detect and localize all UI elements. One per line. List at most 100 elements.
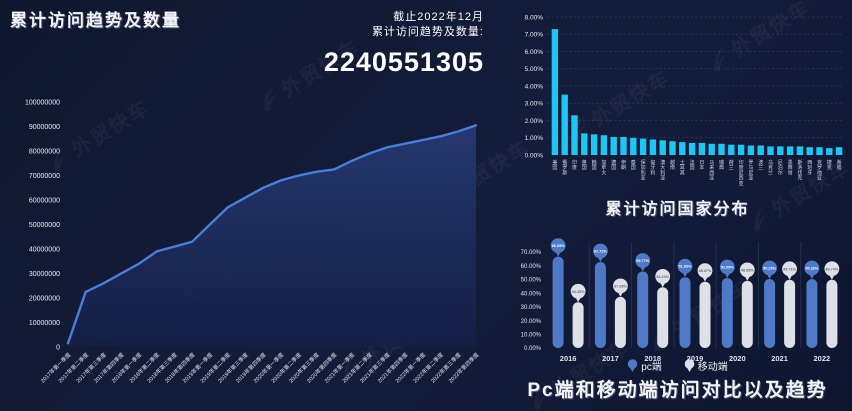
country-bar — [561, 94, 568, 155]
country-bar — [620, 136, 627, 155]
balloon-icon-pc — [627, 358, 638, 372]
country-label: 加拿大 — [601, 159, 606, 176]
country-label: 法国 — [690, 159, 695, 171]
legend-item-pc[interactable]: pc端 — [627, 358, 662, 373]
mobile-bar — [699, 281, 711, 348]
country-label: 俄罗斯 — [562, 159, 567, 176]
country-bar — [630, 137, 637, 156]
trend-x-tick: 2021年第四季度 — [376, 350, 410, 384]
legend-item-mobile[interactable]: 移动端 — [684, 358, 728, 373]
trend-y-tick: 70000000 — [29, 173, 60, 180]
trend-panel: 累计访问趋势及数量 截止2022年12月 累计访问趋势及数量: 22405513… — [10, 10, 484, 385]
mobile-bar — [784, 279, 796, 348]
trend-x-tick: 2020年第三季度 — [287, 350, 321, 384]
country-bar — [767, 146, 774, 155]
countries-title: 累计访问国家分布 — [605, 201, 750, 218]
asof-block: 截止2022年12月 累计访问趋势及数量: 2240551305 — [300, 10, 484, 78]
trend-x-tick: 2021年第三季度 — [358, 350, 392, 384]
trend-x-tick: 2017年第三季度 — [74, 350, 108, 384]
pcmobile-y-tick: 50.00% — [521, 278, 542, 284]
trend-x-tick: 2019年第一季度 — [181, 350, 215, 384]
trend-y-tick: 40000000 — [29, 247, 60, 254]
year-label: 2020 — [729, 354, 746, 363]
total-visits-number: 2240551305 — [323, 47, 484, 77]
right-panel: 0.00% 1.00% 2.00% 3.00% 4.00% 5.00% 6.00% 7.00%… — [503, 0, 852, 411]
balloon-value: 44.23% — [656, 275, 670, 279]
trend-x-tick: 2022年第二季度 — [411, 350, 445, 384]
pc-mobile-title: Pc端和移动端访问对比以及趋势 — [527, 380, 828, 401]
trend-y-tick: 10000000 — [29, 320, 60, 327]
country-bar — [610, 136, 617, 155]
year-label: 2019 — [687, 354, 704, 363]
balloon-bubble — [593, 243, 608, 259]
trend-y-tick: 20000000 — [29, 296, 60, 303]
country-label: 日本 — [699, 160, 704, 171]
country-bar — [826, 148, 833, 155]
country-bar — [786, 146, 794, 155]
asof-date: 截止2022年12月 — [393, 11, 484, 23]
countries-y-tick: 1.00% — [525, 135, 544, 142]
balloon-value: 48.37% — [699, 269, 713, 273]
country-label: 斯洛伐克 — [797, 159, 802, 182]
balloon-bubble — [739, 262, 755, 278]
pc-bar — [637, 271, 649, 348]
pcmobile-y-tick: 40.00% — [521, 291, 542, 297]
trend-x-tick: 2020年第一季度 — [252, 350, 286, 384]
balloon-bubble — [635, 253, 651, 268]
pcmobile-y-tick: 10.00% — [521, 332, 542, 338]
year-label: 2021 — [771, 354, 788, 363]
trend-y-tick: 60000000 — [29, 198, 60, 205]
countries-y-tick: 4.00% — [525, 83, 544, 90]
trend-x-tick: 2019年第四季度 — [234, 350, 268, 384]
country-bar — [590, 134, 598, 155]
balloon-value: 49.71% — [783, 267, 797, 271]
pc-bar — [721, 278, 733, 348]
balloon-value: 51.63% — [679, 265, 693, 269]
country-label: 英国 — [582, 159, 587, 171]
trend-y-tick: 0 — [56, 345, 60, 352]
country-label: 伊朗 — [621, 159, 626, 171]
trend-x-tick: 2018年第二季度 — [127, 350, 161, 384]
pc-mobile-chart: 0.00% 10.00% 20.00% 30.00% 40.00% 50.00% 60.00… — [521, 238, 840, 363]
country-bar — [688, 142, 696, 155]
pc-bar — [679, 277, 691, 348]
trend-area — [68, 125, 476, 347]
country-bar — [728, 144, 735, 155]
legend-label-mobile: 移动端 — [697, 362, 728, 373]
country-label: 捷克 — [827, 159, 832, 171]
trend-y-tick: 30000000 — [29, 271, 60, 278]
trend-x-tick: 2022年第四季度 — [447, 350, 481, 384]
year-label: 2022 — [814, 354, 831, 363]
country-bar — [551, 29, 559, 156]
mobile-bar — [572, 302, 584, 348]
trend-x-tick: 2019年第三季度 — [216, 350, 250, 384]
country-bar — [581, 133, 588, 155]
country-bar — [639, 138, 647, 155]
pcmobile-y-tick: 30.00% — [521, 305, 542, 311]
balloon-value: 66.65% — [552, 244, 566, 248]
country-label: 西班牙 — [807, 160, 812, 176]
country-bar — [669, 141, 676, 155]
country-label: 希腊 — [837, 159, 842, 171]
balloon-bubble — [613, 278, 628, 294]
country-label: 德国 — [611, 159, 616, 171]
mobile-bar — [826, 279, 838, 348]
countries-chart: 0.00% 1.00% 2.00% 3.00% 4.00% 5.00% 6.00% 7.00%… — [525, 14, 844, 187]
country-label: 澳大利亚 — [660, 159, 665, 182]
balloon-bubble — [655, 268, 671, 284]
country-label: 乌克兰 — [768, 159, 773, 176]
country-label: 保加利亚 — [641, 159, 646, 182]
country-label: 马来西亚 — [709, 159, 714, 182]
country-bar — [649, 139, 657, 155]
mobile-bar — [657, 287, 669, 348]
trend-x-tick: 2017年第二季度 — [56, 350, 90, 384]
asof-caption: 累计访问趋势及数量: — [371, 26, 484, 38]
country-bar — [747, 145, 755, 155]
country-bar — [777, 146, 784, 155]
balloon-value: 37.28% — [614, 284, 628, 288]
country-label: 波兰 — [758, 159, 763, 171]
country-bar — [659, 140, 666, 155]
trend-x-tick: 2019年第二季度 — [198, 350, 232, 384]
country-bar — [835, 147, 843, 155]
